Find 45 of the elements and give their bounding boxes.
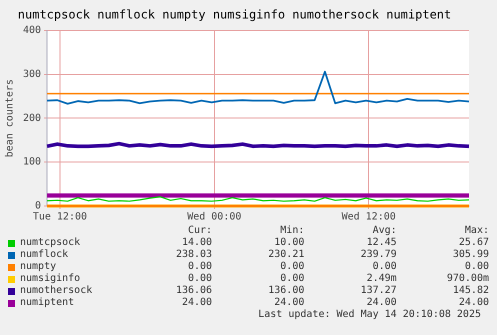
text: 24.00 bbox=[180, 297, 212, 309]
text: 137.27 bbox=[360, 285, 397, 297]
y-tick-label: 300 bbox=[23, 68, 42, 80]
text: 24.00 bbox=[366, 297, 397, 309]
y-tick-label: 100 bbox=[23, 156, 42, 168]
text: 10.00 bbox=[273, 237, 304, 249]
text: 0.00 bbox=[464, 261, 489, 273]
text: 239.79 bbox=[360, 249, 397, 261]
legend-label: numothersock bbox=[20, 285, 92, 297]
text: 0.00 bbox=[279, 273, 304, 285]
text: 0.00 bbox=[279, 261, 304, 273]
text: 230.21 bbox=[267, 249, 304, 261]
text: 145.82 bbox=[452, 285, 489, 297]
text: 136.00 bbox=[267, 285, 304, 297]
y-tick-label: 400 bbox=[23, 24, 42, 36]
x-tick-label: Wed 00:00 bbox=[187, 212, 242, 223]
legend-label: numtcpsock bbox=[20, 237, 80, 249]
text: 0.00 bbox=[186, 273, 212, 285]
text: 305.99 bbox=[452, 249, 489, 261]
y-tick-label: 0 bbox=[35, 200, 42, 212]
text: 2.49m bbox=[366, 273, 397, 285]
text: 0.00 bbox=[372, 261, 397, 273]
legend-label: numiptent bbox=[20, 297, 74, 309]
text: Min: bbox=[279, 225, 304, 237]
legend-label: numflock bbox=[20, 249, 68, 261]
y-tick-label: 200 bbox=[23, 112, 42, 124]
text: 24.00 bbox=[273, 297, 304, 309]
text: 25.67 bbox=[458, 237, 489, 249]
x-tick-label: Tue 12:00 bbox=[32, 212, 88, 223]
text: 136.06 bbox=[174, 285, 212, 297]
y-axis-title: bean counters bbox=[4, 79, 16, 158]
legend-label: numsiginfo bbox=[20, 273, 80, 285]
text: Max: bbox=[464, 225, 489, 237]
legend-label: numpty bbox=[20, 261, 56, 273]
text: Last update: Wed May 14 20:10:08 2025 bbox=[257, 309, 482, 321]
text: 14.00 bbox=[180, 237, 212, 249]
chart-title: numtcpsock numflock numpty numsiginfo numothersock numiptent bbox=[18, 7, 452, 22]
text: 12.45 bbox=[366, 237, 397, 249]
text: 970.00m bbox=[446, 273, 489, 285]
text: Avg: bbox=[372, 225, 397, 237]
x-tick-label: Wed 12:00 bbox=[342, 212, 396, 223]
text: 24.00 bbox=[458, 297, 489, 309]
text: Cur: bbox=[186, 225, 212, 237]
text: 238.03 bbox=[174, 249, 212, 261]
text: 0.00 bbox=[186, 261, 212, 273]
